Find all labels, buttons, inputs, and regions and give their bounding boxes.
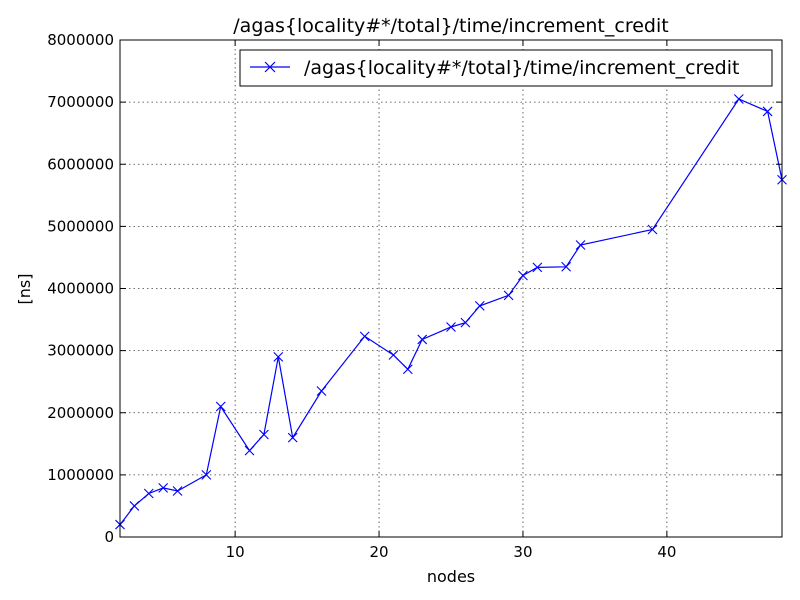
data-point-marker — [316, 386, 327, 396]
data-point-marker — [460, 317, 471, 328]
data-point-marker — [503, 290, 514, 301]
data-point-marker — [532, 262, 543, 273]
series-line — [119, 98, 783, 525]
x-tick-label: 10 — [226, 543, 245, 561]
x-axis-label: nodes — [427, 567, 475, 586]
data-point-marker — [647, 224, 658, 235]
tick-layer: 10 20 30 40 0 1000000 2000000 3000000 4000000 500… — [47, 31, 782, 561]
x-tick-label: 20 — [369, 543, 388, 561]
y-tick-label: 2000000 — [47, 404, 114, 422]
data-point-marker — [201, 469, 212, 480]
y-tick-label: 4000000 — [47, 280, 114, 298]
y-axis-label: [ns] — [15, 274, 34, 305]
legend-marker-swatch — [264, 61, 276, 73]
data-point-marker — [417, 334, 428, 345]
grid-layer — [120, 40, 782, 537]
data-point-marker — [287, 432, 298, 443]
data-point-marker — [402, 364, 413, 375]
data-point-marker — [388, 350, 399, 360]
y-tick-label: 5000000 — [47, 217, 114, 235]
data-point-marker — [733, 94, 744, 104]
y-tick-label: 8000000 — [47, 31, 114, 49]
y-tick-label: 1000000 — [47, 466, 114, 484]
legend-box — [239, 49, 773, 87]
data-point-marker — [158, 483, 169, 493]
y-tick-label: 6000000 — [47, 155, 114, 173]
data-point-marker — [575, 240, 586, 250]
data-point-marker — [244, 445, 255, 456]
data-point-marker — [518, 270, 528, 281]
data-point-marker — [129, 501, 140, 511]
series-layer — [115, 94, 787, 530]
data-point-marker — [172, 486, 183, 496]
y-tick-label: 7000000 — [47, 93, 114, 111]
data-point-marker — [762, 106, 773, 117]
data-point-marker — [446, 322, 456, 332]
data-point-marker — [561, 261, 572, 272]
data-point-marker — [474, 301, 485, 311]
data-point-marker — [273, 351, 284, 362]
legend-label: /agas{locality#*/total}/time/increment_c… — [304, 57, 739, 79]
data-point-marker — [359, 331, 370, 342]
x-tick-label: 30 — [513, 543, 532, 561]
data-point-marker — [259, 429, 269, 440]
y-tick-label: 0 — [104, 528, 114, 546]
chart-title: /agas{locality#*/total}/time/increment_c… — [233, 15, 668, 37]
data-point-marker — [143, 488, 154, 499]
legend: /agas{locality#*/total}/time/increment_c… — [239, 49, 773, 87]
y-tick-label: 3000000 — [47, 342, 114, 360]
x-tick-label: 40 — [657, 543, 676, 561]
data-point-marker — [215, 401, 226, 412]
